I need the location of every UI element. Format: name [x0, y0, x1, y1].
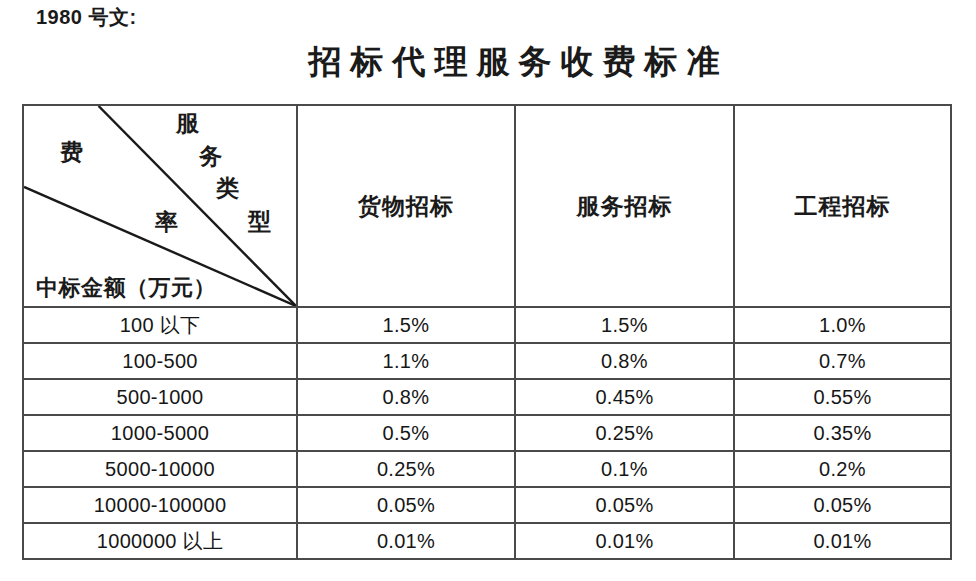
- rate-cell-service: 0.1%: [515, 451, 734, 487]
- service-type-char-0: 服: [176, 112, 199, 135]
- amount-range-cell: 100 以下: [23, 307, 297, 343]
- rate-cell-engineering: 1.0%: [734, 307, 951, 343]
- table-row: 100-500 1.1% 0.8% 0.7%: [23, 343, 951, 379]
- fee-table: 服 务 类 型 费 率 中标金额（万元） 货物招标 服务招标 工程招标 100 …: [22, 104, 952, 560]
- rate-cell-goods: 0.8%: [297, 379, 515, 415]
- rate-cell-goods: 0.5%: [297, 415, 515, 451]
- rate-cell-goods: 1.5%: [297, 307, 515, 343]
- table-row: 1000-5000 0.5% 0.25% 0.35%: [23, 415, 951, 451]
- page: 1980 号文: 招标代理服务收费标准 服 务 类 型 费 率 中标金额（: [0, 0, 976, 581]
- column-header-engineering: 工程招标: [734, 105, 951, 307]
- amount-range-cell: 500-1000: [23, 379, 297, 415]
- rate-cell-engineering: 0.35%: [734, 415, 951, 451]
- table-row: 10000-100000 0.05% 0.05% 0.05%: [23, 487, 951, 523]
- amount-axis-label: 中标金额（万元）: [36, 276, 216, 300]
- rate-char-0: 费: [60, 141, 83, 164]
- rate-cell-engineering: 0.7%: [734, 343, 951, 379]
- doc-number: 1980 号文:: [36, 4, 137, 31]
- rate-cell-service: 0.8%: [515, 343, 734, 379]
- rate-cell-goods: 1.1%: [297, 343, 515, 379]
- service-type-char-2: 类: [216, 177, 239, 200]
- rate-char-1: 率: [155, 211, 178, 234]
- table-row: 100 以下 1.5% 1.5% 1.0%: [23, 307, 951, 343]
- rate-cell-goods: 0.25%: [297, 451, 515, 487]
- table-header-row: 服 务 类 型 费 率 中标金额（万元） 货物招标 服务招标 工程招标: [23, 105, 951, 307]
- page-title: 招标代理服务收费标准: [50, 42, 976, 82]
- rate-cell-service: 1.5%: [515, 307, 734, 343]
- rate-cell-service: 0.25%: [515, 415, 734, 451]
- rate-cell-service: 0.05%: [515, 487, 734, 523]
- amount-range-cell: 100-500: [23, 343, 297, 379]
- rate-cell-service: 0.45%: [515, 379, 734, 415]
- service-type-char-3: 型: [248, 210, 271, 233]
- rate-cell-engineering: 0.55%: [734, 379, 951, 415]
- rate-cell-service: 0.01%: [515, 523, 734, 559]
- table-row: 1000000 以上 0.01% 0.01% 0.01%: [23, 523, 951, 559]
- rate-cell-goods: 0.01%: [297, 523, 515, 559]
- service-type-char-1: 务: [199, 145, 222, 168]
- table-row: 5000-10000 0.25% 0.1% 0.2%: [23, 451, 951, 487]
- rate-cell-engineering: 0.01%: [734, 523, 951, 559]
- column-header-goods: 货物招标: [297, 105, 515, 307]
- column-header-service: 服务招标: [515, 105, 734, 307]
- table-row: 500-1000 0.8% 0.45% 0.55%: [23, 379, 951, 415]
- amount-range-cell: 1000-5000: [23, 415, 297, 451]
- rate-cell-engineering: 0.05%: [734, 487, 951, 523]
- rate-cell-engineering: 0.2%: [734, 451, 951, 487]
- amount-range-cell: 10000-100000: [23, 487, 297, 523]
- corner-header-cell: 服 务 类 型 费 率 中标金额（万元）: [23, 105, 297, 307]
- rate-cell-goods: 0.05%: [297, 487, 515, 523]
- amount-range-cell: 5000-10000: [23, 451, 297, 487]
- amount-range-cell: 1000000 以上: [23, 523, 297, 559]
